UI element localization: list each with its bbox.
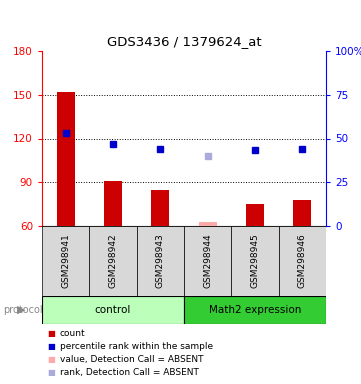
Bar: [42, 226, 89, 296]
Bar: [104, 181, 122, 226]
Bar: [184, 296, 326, 324]
Bar: [293, 200, 311, 226]
Text: GSM298944: GSM298944: [203, 234, 212, 288]
Text: GSM298945: GSM298945: [251, 233, 260, 288]
Text: GSM298943: GSM298943: [156, 233, 165, 288]
Bar: [279, 226, 326, 296]
Text: ■: ■: [47, 342, 55, 351]
Text: ■: ■: [47, 368, 55, 377]
Bar: [151, 190, 169, 226]
Text: control: control: [95, 305, 131, 315]
Text: GSM298941: GSM298941: [61, 233, 70, 288]
Title: GDS3436 / 1379624_at: GDS3436 / 1379624_at: [107, 35, 261, 48]
Bar: [42, 296, 184, 324]
Text: GSM298942: GSM298942: [109, 234, 117, 288]
Text: ▶: ▶: [17, 305, 25, 315]
Bar: [246, 204, 264, 226]
Text: value, Detection Call = ABSENT: value, Detection Call = ABSENT: [60, 355, 204, 364]
Text: ■: ■: [47, 355, 55, 364]
Text: ■: ■: [47, 329, 55, 338]
Text: rank, Detection Call = ABSENT: rank, Detection Call = ABSENT: [60, 368, 199, 377]
Bar: [57, 92, 75, 226]
Bar: [184, 226, 231, 296]
Bar: [137, 226, 184, 296]
Bar: [89, 226, 137, 296]
Bar: [199, 222, 217, 226]
Text: percentile rank within the sample: percentile rank within the sample: [60, 342, 213, 351]
Text: count: count: [60, 329, 86, 338]
Text: Math2 expression: Math2 expression: [209, 305, 301, 315]
Bar: [231, 226, 279, 296]
Text: GSM298946: GSM298946: [298, 233, 307, 288]
Text: protocol: protocol: [4, 305, 43, 315]
